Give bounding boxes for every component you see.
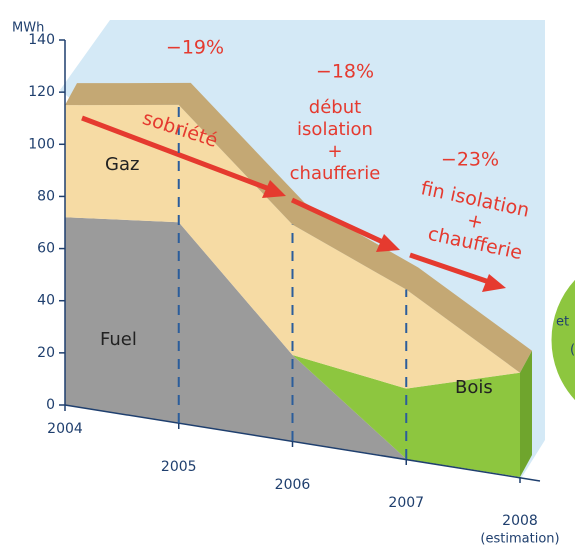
y-tick-label: 140	[28, 32, 55, 48]
annotation: isolation	[297, 119, 373, 140]
y-tick-label: 80	[37, 188, 55, 204]
side-fragment: et	[556, 315, 569, 330]
annotation: chaufferie	[290, 163, 381, 184]
annotation: −19%	[166, 37, 224, 59]
side-fragment: (	[570, 343, 575, 358]
x-note: (estimation)	[480, 532, 559, 547]
y-tick-label: 20	[37, 345, 55, 361]
side-circle	[550, 250, 575, 430]
y-tick-label: 100	[28, 136, 55, 152]
annotation: −18%	[316, 61, 374, 83]
x-tick-label: 2008	[502, 513, 538, 529]
y-tick-label: 40	[37, 293, 55, 309]
y-tick-label: 0	[46, 397, 55, 413]
chart: MWh0204060801001201402004200520062007200…	[0, 0, 575, 551]
side-face	[520, 351, 532, 477]
x-tick-label: 2007	[388, 495, 424, 511]
series-label: Gaz	[105, 154, 139, 175]
series-label: Bois	[455, 377, 493, 398]
x-tick-label: 2006	[275, 477, 311, 493]
x-tick-label: 2005	[161, 459, 197, 475]
y-tick-label: 60	[37, 241, 55, 257]
annotation: début	[309, 97, 361, 118]
annotation: +	[327, 141, 342, 162]
x-tick-label: 2004	[47, 421, 83, 437]
annotation: −23%	[441, 149, 499, 171]
y-tick-label: 120	[28, 84, 55, 100]
series-label: Fuel	[100, 329, 137, 350]
